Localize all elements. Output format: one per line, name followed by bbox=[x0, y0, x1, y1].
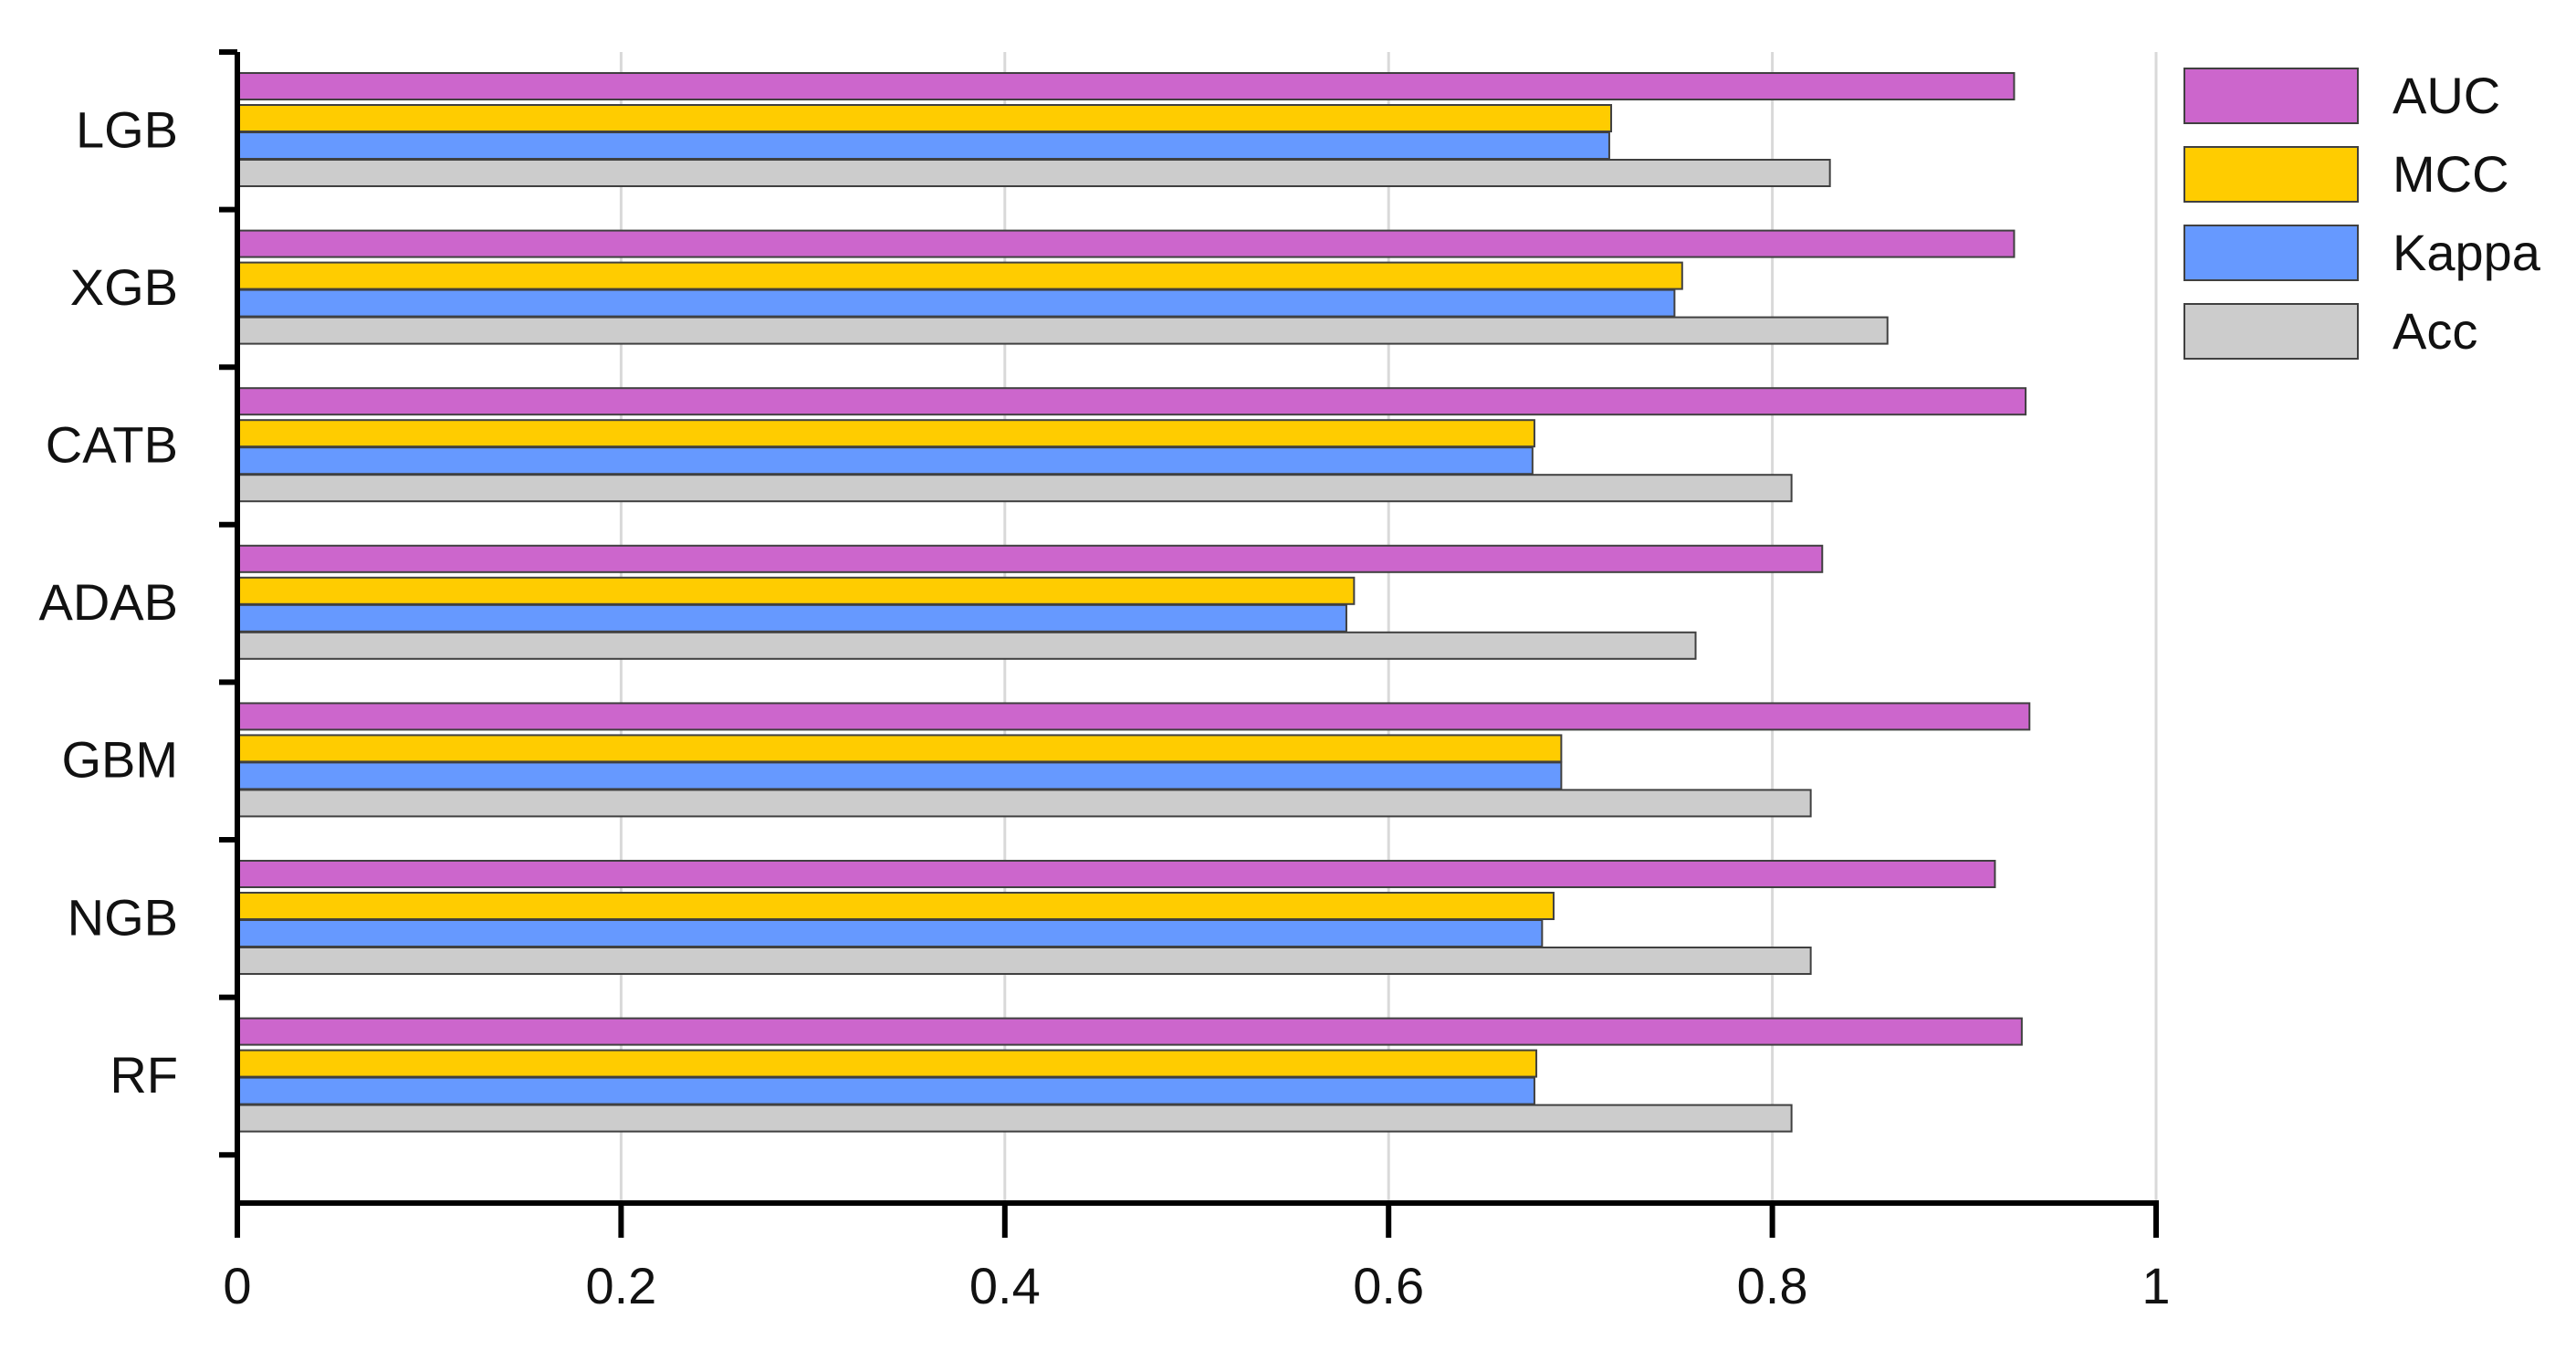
legend-swatch bbox=[2183, 225, 2359, 281]
bar bbox=[236, 131, 1610, 160]
bar bbox=[236, 789, 1812, 818]
y-tick-label: NGB bbox=[68, 888, 178, 946]
bar bbox=[236, 316, 1889, 345]
bar bbox=[236, 1104, 1793, 1133]
bar bbox=[236, 72, 2016, 100]
bar bbox=[236, 603, 1347, 633]
bar bbox=[236, 860, 1996, 888]
y-tick-label: CATB bbox=[46, 416, 178, 474]
bar bbox=[236, 702, 2031, 731]
bar bbox=[236, 387, 2027, 416]
y-tick-label: RF bbox=[110, 1046, 178, 1104]
y-tick-label: XGB bbox=[70, 258, 178, 316]
bar bbox=[236, 1017, 2023, 1046]
legend-swatch bbox=[2183, 146, 2359, 203]
bar bbox=[236, 474, 1793, 503]
bar bbox=[236, 1076, 1535, 1105]
x-tick-label: 0.6 bbox=[1353, 1257, 1424, 1314]
bar bbox=[236, 761, 1563, 790]
y-tick-label: ADAB bbox=[39, 573, 179, 631]
bar bbox=[236, 631, 1697, 660]
legend-label: Kappa bbox=[2393, 224, 2541, 281]
legend-label: Acc bbox=[2393, 302, 2477, 360]
bar bbox=[236, 104, 1613, 132]
bar bbox=[236, 288, 1676, 318]
x-tick-label: 0 bbox=[223, 1257, 251, 1314]
y-tick-label: GBM bbox=[61, 731, 178, 789]
x-tick-label: 1 bbox=[2141, 1257, 2170, 1314]
y-tick-label: LGB bbox=[76, 100, 178, 158]
x-tick-label: 0.2 bbox=[585, 1257, 656, 1314]
legend-label: AUC bbox=[2393, 67, 2500, 124]
legend-swatch bbox=[2183, 303, 2359, 360]
bar bbox=[236, 419, 1535, 448]
bar bbox=[236, 229, 2016, 258]
bar bbox=[236, 576, 1356, 605]
x-tick-label: 0.8 bbox=[1737, 1257, 1808, 1314]
legend-swatch bbox=[2183, 68, 2359, 124]
x-tick-label: 0.4 bbox=[969, 1257, 1041, 1314]
bar bbox=[236, 1049, 1538, 1078]
bar bbox=[236, 446, 1534, 476]
bar bbox=[236, 159, 1831, 187]
bar bbox=[236, 892, 1555, 920]
bar bbox=[236, 734, 1563, 763]
legend-label: MCC bbox=[2393, 145, 2509, 203]
bar bbox=[236, 261, 1683, 290]
bar bbox=[236, 919, 1544, 947]
bar bbox=[236, 947, 1812, 975]
bar bbox=[236, 544, 1824, 573]
